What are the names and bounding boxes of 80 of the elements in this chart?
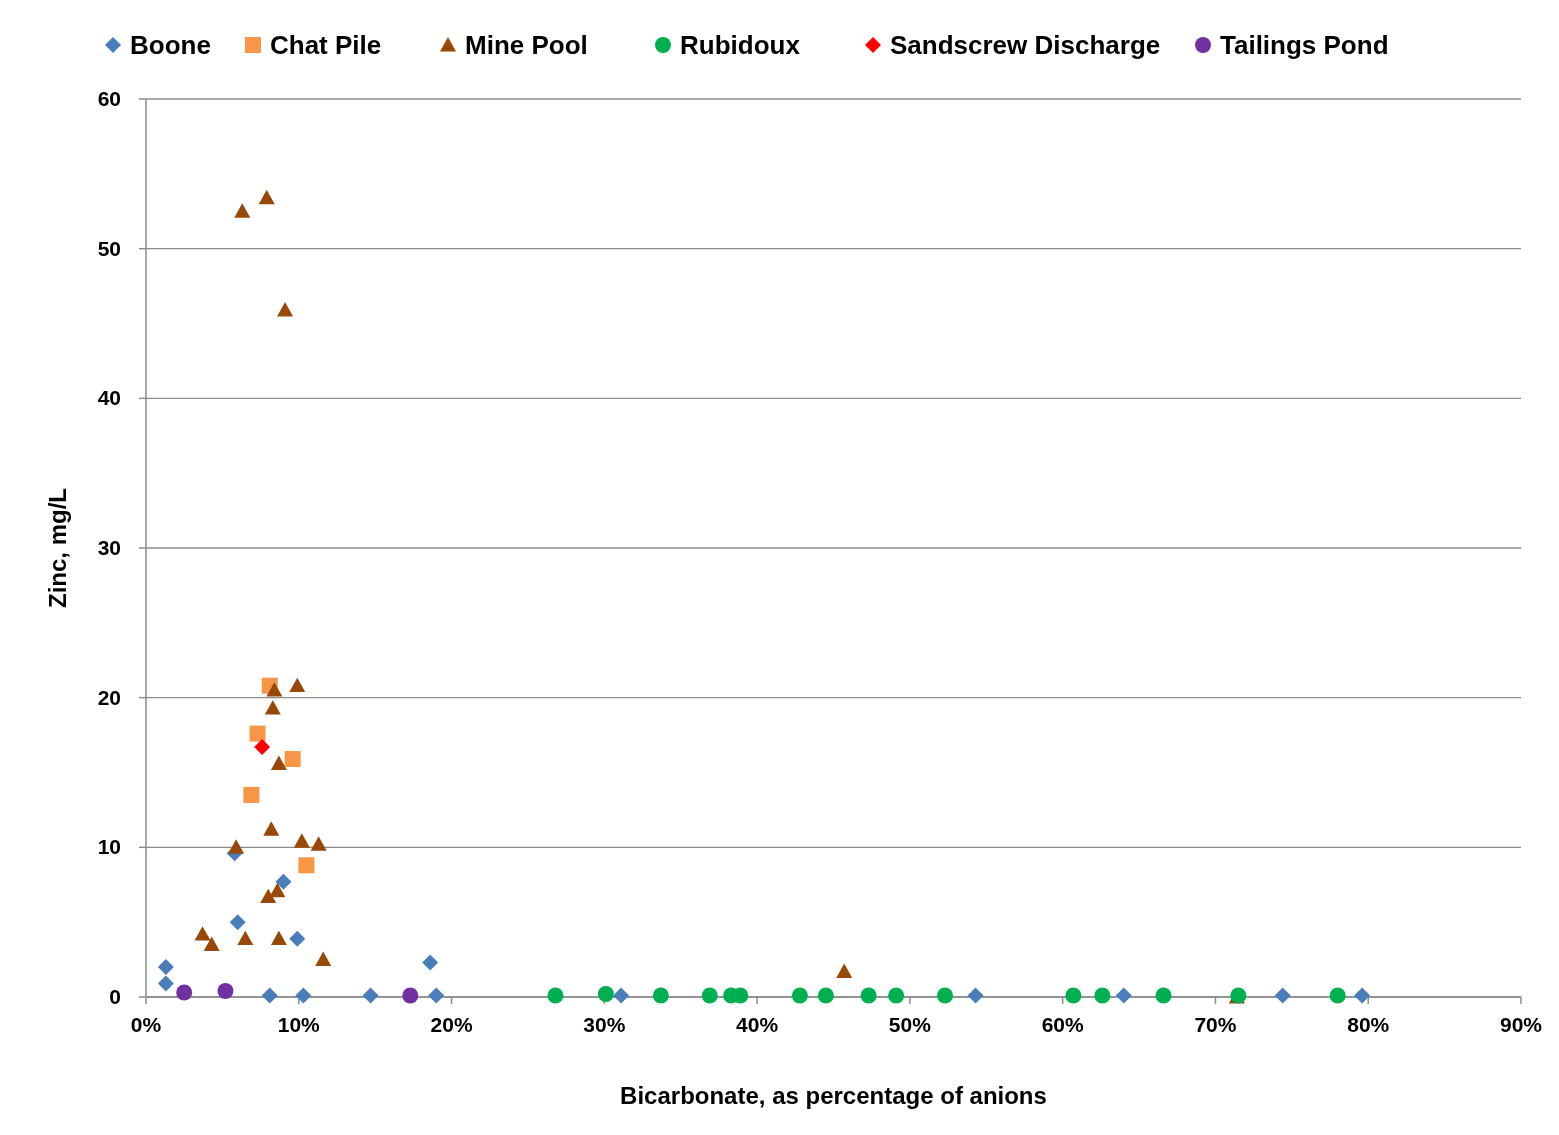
point <box>547 987 564 1004</box>
x-tick-label: 40% <box>736 1013 779 1036</box>
y-tick-label: 20 <box>97 685 121 709</box>
point <box>217 983 234 1000</box>
point <box>266 682 283 697</box>
point <box>860 987 877 1004</box>
point <box>1274 987 1291 1004</box>
y-tick-label: 30 <box>97 536 121 559</box>
point <box>1329 987 1346 1004</box>
point <box>362 987 379 1004</box>
point <box>277 302 294 317</box>
point <box>402 987 419 1004</box>
legend-label: Tailings Pond <box>1220 30 1389 60</box>
y-tick-label: 50 <box>97 236 121 260</box>
point <box>176 984 193 1001</box>
point <box>293 833 310 848</box>
point <box>597 986 614 1003</box>
point <box>249 725 266 742</box>
point <box>275 873 292 890</box>
point <box>652 987 669 1004</box>
x-tick-label: 20% <box>430 1013 473 1036</box>
point <box>422 954 439 971</box>
point <box>264 700 281 715</box>
x-tick-label: 50% <box>888 1013 932 1036</box>
point <box>817 987 834 1004</box>
y-tick-label: 10 <box>97 835 121 859</box>
x-tick-label: 70% <box>1194 1013 1237 1036</box>
legend-label: Chat Pile <box>270 30 382 60</box>
point <box>310 836 327 851</box>
legend-label: Rubidoux <box>680 30 801 60</box>
point <box>157 975 174 992</box>
point <box>289 930 306 947</box>
y-axis-title: Zinc, mg/L <box>44 488 71 608</box>
legend-label: Mine Pool <box>465 30 588 60</box>
point <box>284 751 301 768</box>
point <box>254 739 271 756</box>
point <box>157 959 174 976</box>
point <box>258 189 275 205</box>
point <box>203 936 220 952</box>
x-tick-label: 0% <box>130 1013 162 1036</box>
point <box>269 882 286 898</box>
point <box>194 926 211 941</box>
point <box>260 888 277 904</box>
point <box>298 857 315 874</box>
y-tick-label: 40 <box>97 386 121 410</box>
point <box>967 987 984 1004</box>
point <box>836 963 853 978</box>
point <box>263 821 280 836</box>
point <box>937 987 954 1004</box>
x-tick-label: 30% <box>583 1013 626 1036</box>
x-tick-label: 90% <box>1499 1013 1543 1036</box>
y-tick-label: 0 <box>109 985 121 1008</box>
point <box>243 786 260 803</box>
point <box>1065 987 1082 1004</box>
point <box>1115 987 1132 1004</box>
point <box>791 987 808 1004</box>
legend-label: Sandscrew Discharge <box>890 30 1161 60</box>
x-tick-label: 60% <box>1041 1013 1085 1036</box>
point <box>234 203 251 218</box>
point <box>1354 987 1371 1004</box>
point <box>229 914 246 931</box>
point <box>315 951 332 966</box>
point <box>237 930 254 946</box>
point <box>228 839 245 854</box>
point <box>289 677 306 693</box>
point <box>270 930 287 946</box>
x-tick-label: 80% <box>1347 1013 1390 1036</box>
point <box>701 987 718 1004</box>
point <box>613 987 630 1004</box>
point <box>888 987 905 1004</box>
legend-label: Boone <box>130 30 211 60</box>
point <box>1094 987 1111 1004</box>
x-axis-title: Bicarbonate, as percentage of anions <box>620 1082 1047 1109</box>
point <box>1155 987 1172 1004</box>
y-tick-label: 60 <box>97 87 121 110</box>
point <box>270 755 287 770</box>
point <box>428 987 445 1004</box>
point <box>295 987 312 1004</box>
point <box>261 987 278 1004</box>
x-tick-label: 10% <box>277 1013 321 1036</box>
